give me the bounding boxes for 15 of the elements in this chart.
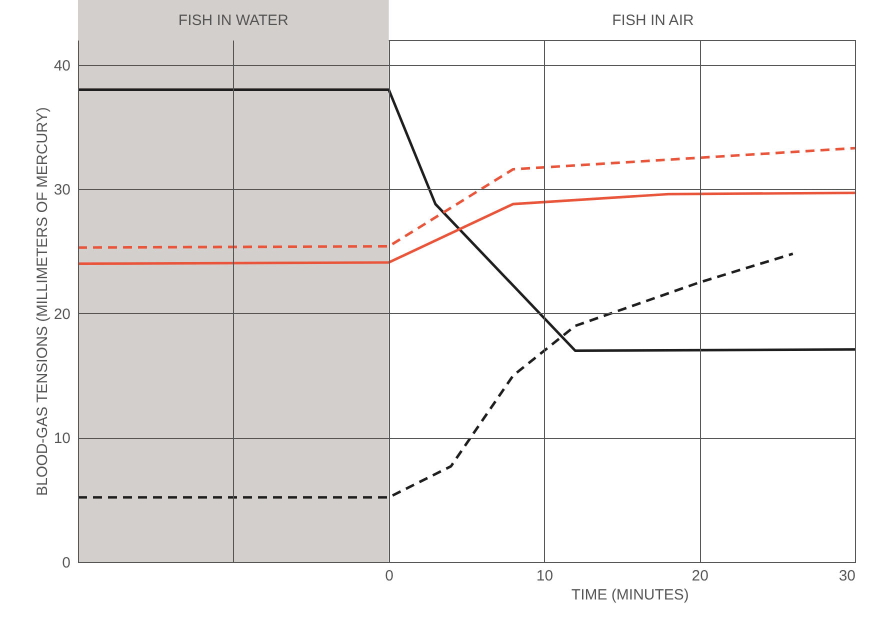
x-axis-title: TIME (MINUTES) bbox=[571, 586, 689, 604]
band-label: FISH IN WATER bbox=[178, 12, 289, 29]
line-series bbox=[76, 192, 856, 266]
x-tick-label: 20 bbox=[692, 568, 708, 584]
x-tick-label: 0 bbox=[385, 568, 394, 584]
y-tick-label: 10 bbox=[54, 430, 70, 448]
y-tick-label: 30 bbox=[54, 182, 70, 199]
x-tick-label: 10 bbox=[536, 568, 554, 584]
y-tick-label: 0 bbox=[62, 554, 70, 572]
text: FISH IN AIR bbox=[612, 12, 694, 29]
x-tick-label: 30 bbox=[838, 568, 856, 584]
y-axis-title: BLOOD-GAS TENSIONS (MILLIMETERS OF MERCURY) bbox=[34, 107, 51, 496]
line-series bbox=[76, 146, 856, 249]
y-tick-label: 20 bbox=[54, 306, 70, 323]
y-tick-label: 40 bbox=[54, 57, 70, 74]
